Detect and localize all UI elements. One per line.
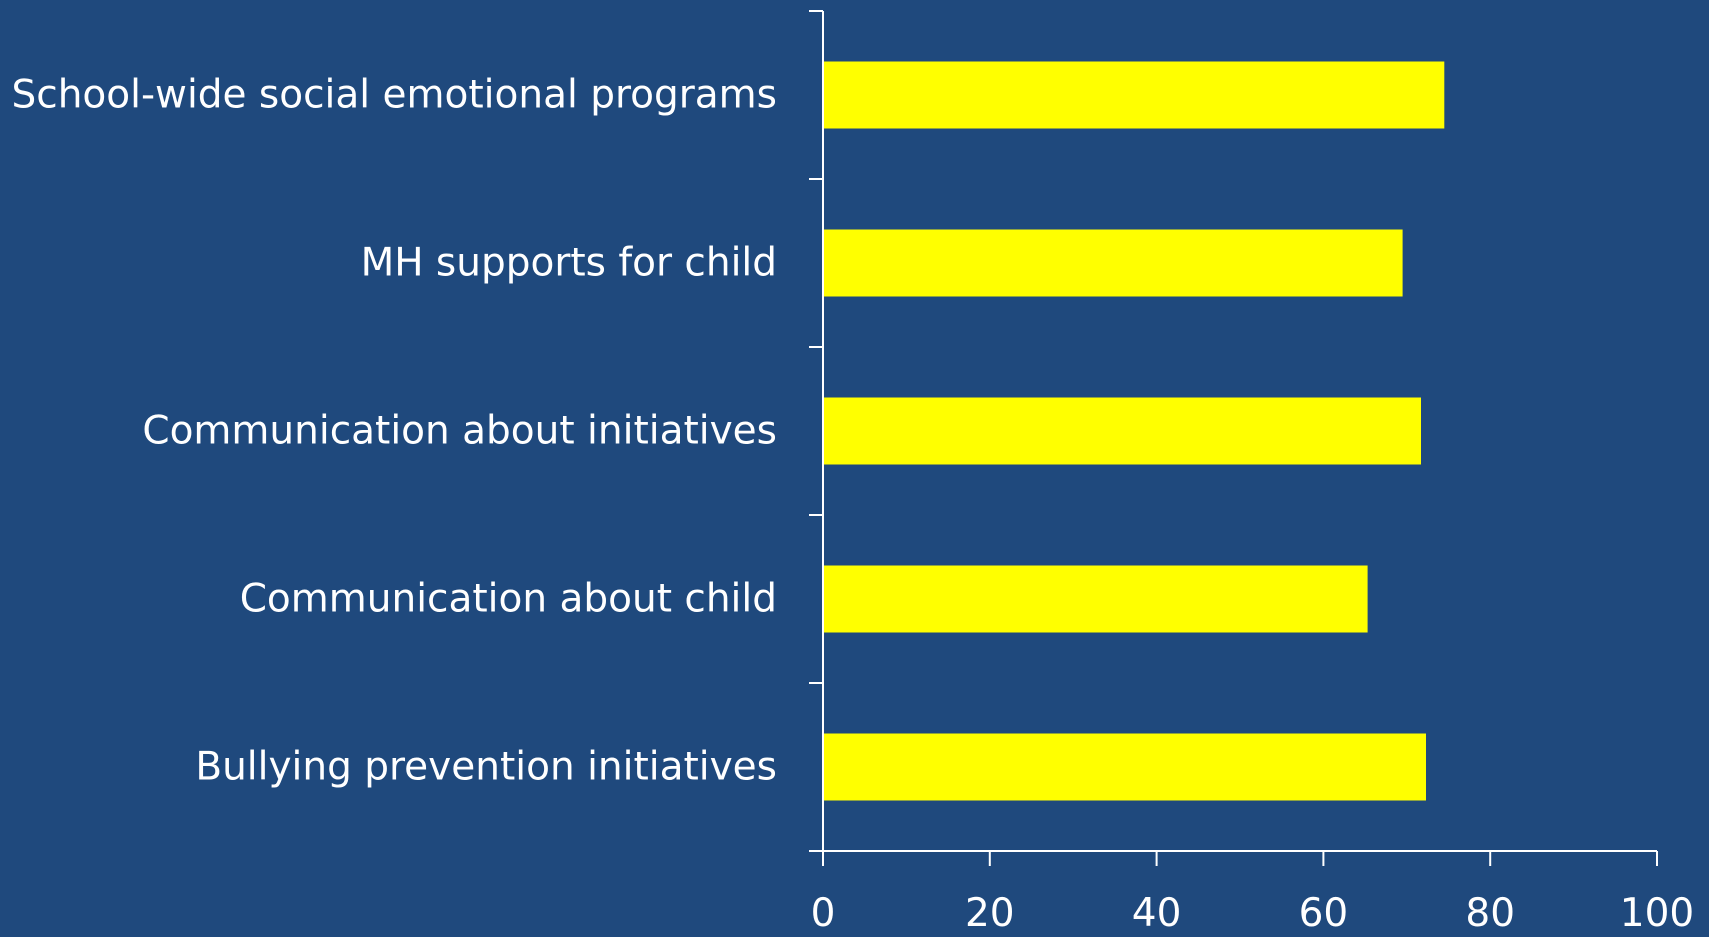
category-label: Communication about initiatives [142,409,777,454]
bar [823,565,1368,633]
bar [823,61,1445,129]
bar [823,397,1421,465]
bar [823,229,1403,297]
x-tick-label: 80 [1465,891,1515,933]
category-label: MH supports for child [361,241,777,286]
bar [823,733,1426,801]
x-tick-label: 40 [1132,891,1182,933]
category-label: School-wide social emotional programs [12,73,778,118]
category-label: Bullying prevention initiatives [195,745,777,790]
x-tick-label: 0 [811,891,836,933]
x-tick-label: 100 [1620,891,1694,933]
x-tick-label: 60 [1299,891,1349,933]
x-tick-label: 20 [965,891,1015,933]
category-label: Communication about child [240,577,777,622]
